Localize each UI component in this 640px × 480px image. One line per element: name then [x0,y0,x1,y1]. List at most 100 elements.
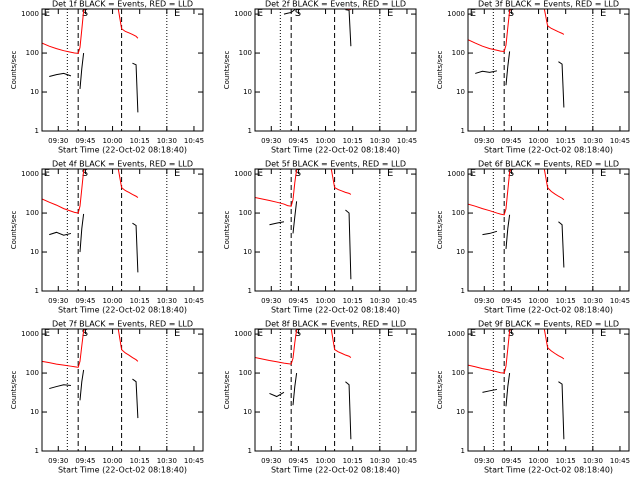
x-tick-label: 10:00 [528,137,548,145]
data-line [475,51,565,108]
y-tick-label: 1000 [21,330,39,338]
y-tick-label: 10 [456,88,465,96]
x-tick-label: 09:45 [75,457,95,465]
chart-title: Det 4f BLACK = Events, RED = LLD [52,160,193,169]
x-tick-label: 10:45 [397,457,417,465]
y-tick-label: 1 [35,127,39,135]
annotation: E [44,328,50,339]
x-tick-label: 10:30 [583,297,603,305]
x-tick-label: 10:15 [343,297,363,305]
x-tick-label: 09:45 [75,297,95,305]
data-line [49,52,139,113]
x-tick-label: 09:30 [261,297,281,305]
x-tick-label: 10:15 [343,457,363,465]
y-axis-label: Counts/sec [10,51,18,90]
chart-title: Det 8f BLACK = Events, RED = LLD [265,320,406,329]
x-axis-label: Start Time (22-Oct-02 08:18:40) [58,306,187,315]
x-tick-label: 10:30 [157,297,177,305]
plot-frame [467,8,630,132]
chart-title: Det 5f BLACK = Events, RED = LLD [265,160,406,169]
x-tick-label: 09:30 [474,457,494,465]
chart-title: Det 3f BLACK = Events, RED = LLD [478,0,619,9]
x-tick-label: 10:30 [583,137,603,145]
y-tick-label: 10 [30,88,39,96]
annotation: E [257,168,263,179]
x-tick-label: 10:15 [130,457,150,465]
chart-panel: Det 2f BLACK = Events, RED = LLD Start Ti… [223,0,417,155]
annotation: E [600,168,606,179]
chart-panel: Det 1f BLACK = Events, RED = LLD Start Ti… [10,0,204,155]
x-tick-label: 10:45 [184,457,204,465]
chart-panel: Det 4f BLACK = Events, RED = LLD Start Ti… [10,160,204,315]
annotation: E [174,328,180,339]
data-line [269,372,352,440]
plot-frame [467,168,630,292]
x-axis-label: Start Time (22-Oct-02 08:18:40) [271,306,400,315]
plot-frame [41,8,204,132]
chart-title: Det 7f BLACK = Events, RED = LLD [52,320,193,329]
y-tick-label: 10 [456,248,465,256]
y-tick-label: 1 [248,287,252,295]
annotation: E [470,168,476,179]
data-line [468,329,565,374]
x-tick-label: 09:45 [288,297,308,305]
annotation: E [257,8,263,19]
annotation: S [82,8,88,19]
y-axis-label: Counts/sec [10,371,18,410]
y-tick-label: 100 [26,209,39,217]
y-tick-label: 1000 [234,330,252,338]
x-tick-label: 10:30 [370,297,390,305]
chart-panel: Det 3f BLACK = Events, RED = LLD Start Ti… [436,0,630,155]
x-tick-label: 10:30 [583,457,603,465]
y-tick-label: 1 [248,447,252,455]
chart-title: Det 2f BLACK = Events, RED = LLD [265,0,406,9]
annotation: E [470,328,476,339]
x-tick-label: 10:45 [397,137,417,145]
annotation: E [387,328,393,339]
y-tick-label: 100 [239,369,252,377]
annotation: E [44,8,50,19]
annotation: E [600,8,606,19]
plot-frame [467,328,630,452]
x-tick-label: 10:30 [370,457,390,465]
y-tick-label: 10 [243,248,252,256]
x-axis-label: Start Time (22-Oct-02 08:18:40) [58,466,187,475]
x-tick-label: 10:00 [315,137,335,145]
plot-frame [254,328,417,452]
chart-panel: Det 6f BLACK = Events, RED = LLD Start Ti… [436,160,630,315]
plot-frame [254,168,417,292]
x-tick-label: 10:00 [315,297,335,305]
data-line [482,214,565,268]
data-line [255,329,352,365]
y-tick-label: 100 [452,209,465,217]
x-tick-label: 09:45 [288,137,308,145]
x-tick-label: 10:45 [610,297,630,305]
annotation: E [174,168,180,179]
x-tick-label: 10:00 [102,457,122,465]
y-tick-label: 1000 [447,330,465,338]
x-tick-label: 09:30 [48,137,68,145]
x-tick-label: 10:15 [130,297,150,305]
y-tick-label: 1000 [447,10,465,18]
annotation: E [44,168,50,179]
x-tick-label: 09:30 [474,297,494,305]
x-axis-label: Start Time (22-Oct-02 08:18:40) [484,306,613,315]
y-tick-label: 10 [243,88,252,96]
x-tick-label: 10:30 [370,137,390,145]
x-tick-label: 09:30 [261,137,281,145]
x-axis-label: Start Time (22-Oct-02 08:18:40) [271,466,400,475]
data-line [482,372,565,440]
x-tick-label: 09:30 [48,457,68,465]
x-tick-label: 10:15 [130,137,150,145]
x-tick-label: 10:45 [184,297,204,305]
x-tick-label: 09:45 [75,137,95,145]
annotation: E [387,168,393,179]
y-tick-label: 100 [452,49,465,57]
data-line [42,329,139,368]
x-tick-label: 10:15 [556,137,576,145]
y-tick-label: 100 [26,49,39,57]
y-tick-label: 1 [35,447,39,455]
x-tick-label: 10:45 [610,457,630,465]
x-tick-label: 09:30 [48,297,68,305]
